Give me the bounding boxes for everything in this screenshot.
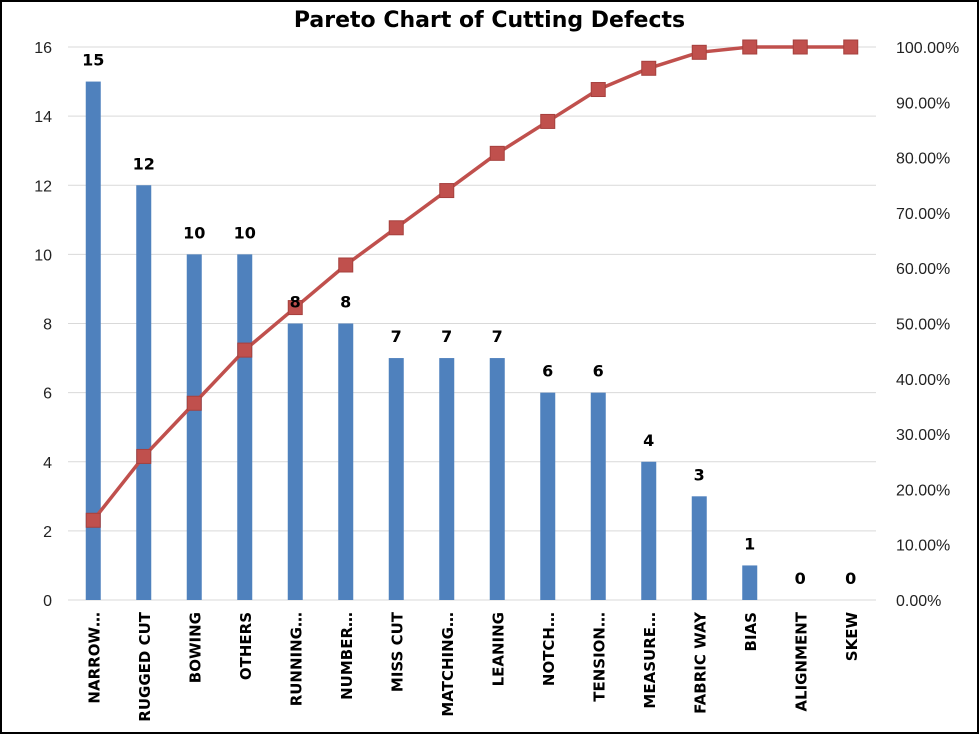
data-label: 10 — [234, 223, 256, 242]
x-tick-label: LEANING — [489, 612, 507, 686]
y2-tick-label: 40.00% — [896, 372, 950, 389]
x-tick-label: TENSION… — [590, 612, 608, 702]
x-tick-label: RUGGED CUT — [136, 611, 154, 721]
y2-tick-label: 20.00% — [896, 482, 950, 499]
x-tick-label: NARROW… — [85, 612, 103, 704]
bar — [136, 185, 152, 600]
y2-tick-label: 0.00% — [896, 593, 941, 610]
x-tick-label: MISS CUT — [388, 611, 406, 692]
y2-tick-label: 80.00% — [896, 151, 950, 168]
bar — [388, 358, 404, 600]
y2-tick-label: 10.00% — [896, 538, 950, 555]
data-label: 15 — [82, 51, 104, 70]
bar — [691, 496, 707, 600]
bar — [540, 392, 556, 600]
data-label: 6 — [593, 362, 604, 381]
y-tick-label: 14 — [34, 109, 52, 126]
data-label: 7 — [441, 327, 452, 346]
cumulative-marker — [489, 145, 505, 161]
cumulative-marker — [439, 183, 455, 199]
x-tick-label: MEASURE… — [641, 612, 659, 709]
cumulative-marker — [540, 113, 556, 129]
y-tick-label: 2 — [43, 524, 52, 541]
bar — [237, 254, 253, 600]
cumulative-marker — [388, 220, 404, 236]
cumulative-marker — [338, 257, 354, 273]
bar — [186, 254, 202, 600]
y-tick-label: 6 — [43, 386, 52, 403]
y-tick-label: 8 — [43, 317, 52, 334]
x-tick-label: BIAS — [742, 612, 760, 651]
x-tick-label: MATCHING… — [439, 612, 457, 717]
bar — [287, 323, 303, 600]
y-tick-label: 12 — [34, 178, 52, 195]
data-label: 10 — [183, 223, 205, 242]
y2-tick-label: 100.00% — [896, 40, 959, 57]
cumulative-marker — [590, 82, 606, 98]
data-label: 7 — [492, 327, 503, 346]
x-tick-label: OTHERS — [237, 612, 255, 680]
bar — [85, 81, 101, 600]
y-tick-label: 4 — [43, 455, 52, 472]
bar — [641, 461, 657, 600]
data-label: 6 — [542, 362, 553, 381]
x-tick-label: RUNNING… — [287, 612, 305, 706]
x-tick-label: ALIGNMENT — [792, 611, 810, 711]
cumulative-line — [91, 45, 851, 522]
y2-tick-label: 70.00% — [896, 206, 950, 223]
data-label: 8 — [290, 293, 301, 312]
y-tick-label: 16 — [34, 40, 52, 57]
data-label: 3 — [694, 465, 705, 484]
cumulative-marker — [742, 39, 758, 55]
cumulative-marker — [843, 39, 859, 55]
x-tick-label: FABRIC WAY — [691, 611, 709, 714]
cumulative-marker — [792, 39, 808, 55]
cumulative-marker — [691, 44, 707, 60]
cumulative-marker — [186, 395, 202, 411]
y-tick-label: 10 — [34, 247, 52, 264]
bar — [489, 358, 505, 600]
bar — [590, 392, 606, 600]
bar — [439, 358, 455, 600]
y2-tick-label: 90.00% — [896, 95, 950, 112]
data-label: 1 — [744, 534, 755, 553]
data-label: 0 — [795, 569, 806, 588]
data-label: 0 — [845, 569, 856, 588]
cumulative-marker — [85, 512, 101, 528]
y-tick-label: 0 — [43, 593, 52, 610]
y2-tick-label: 30.00% — [896, 427, 950, 444]
data-label: 7 — [391, 327, 402, 346]
x-tick-label: SKEW — [843, 612, 861, 662]
y2-tick-label: 60.00% — [896, 261, 950, 278]
x-tick-label: NUMBER… — [338, 612, 356, 700]
data-label: 8 — [340, 293, 351, 312]
bar — [742, 565, 758, 600]
bar — [338, 323, 354, 600]
x-tick-label: NOTCH… — [540, 612, 558, 686]
y2-tick-label: 50.00% — [896, 317, 950, 334]
cumulative-marker — [136, 448, 152, 464]
cumulative-marker — [641, 60, 657, 76]
x-tick-label: BOWING — [186, 612, 204, 683]
chart-title: Pareto Chart of Cutting Defects — [293, 8, 686, 33]
data-label: 4 — [643, 431, 654, 450]
cumulative-marker — [287, 300, 303, 316]
cumulative-marker — [237, 342, 253, 358]
data-label: 12 — [133, 154, 155, 173]
